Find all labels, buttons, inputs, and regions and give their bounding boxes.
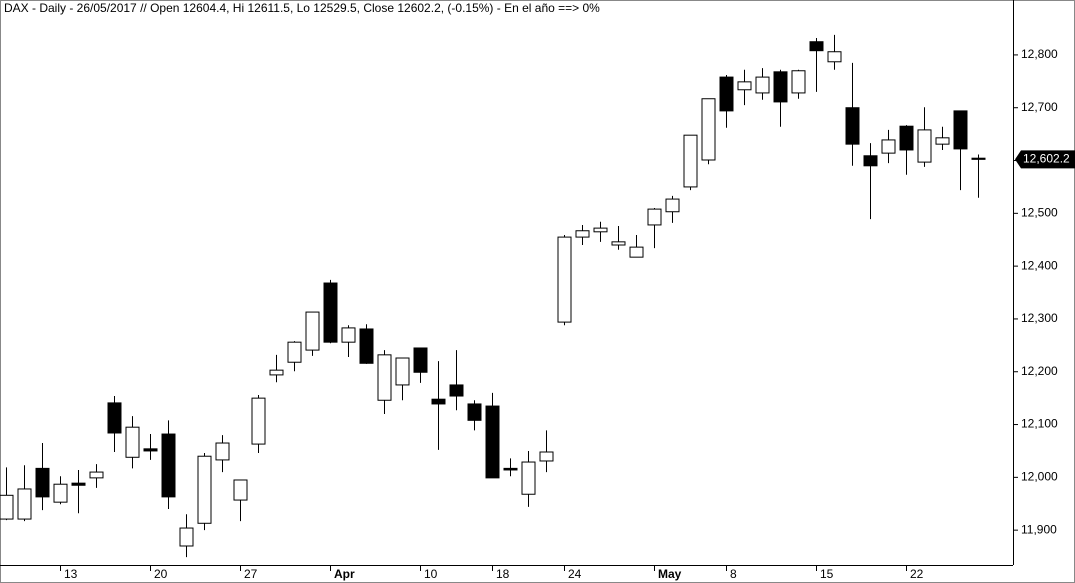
- candle-body: [413, 347, 428, 373]
- candle-body: [71, 482, 86, 486]
- x-tick-label: 22: [910, 567, 924, 581]
- candle-body: [917, 129, 932, 163]
- candle-body: [845, 107, 860, 145]
- x-tick-label: May: [658, 567, 682, 581]
- y-tick-label: 12,300: [1021, 311, 1058, 325]
- candle-body: [503, 467, 518, 471]
- candle-body: [521, 461, 536, 495]
- chart-title: DAX - Daily - 26/05/2017 // Open 12604.4…: [4, 1, 600, 15]
- candle-body: [755, 76, 770, 94]
- candle-body: [269, 369, 284, 376]
- candle-body: [683, 134, 698, 188]
- candle-body: [287, 341, 302, 363]
- y-tick-label: 12,000: [1021, 470, 1058, 484]
- candle-body: [467, 403, 482, 421]
- candle-body: [305, 311, 320, 351]
- candle-body: [53, 483, 68, 503]
- x-tick-label: Apr: [334, 567, 355, 581]
- y-tick-label: 12,400: [1021, 258, 1058, 272]
- y-tick-label: 12,100: [1021, 417, 1058, 431]
- candle-body: [647, 208, 662, 226]
- candle-body: [89, 471, 104, 479]
- candle-body: [827, 51, 842, 63]
- candle-body: [899, 125, 914, 151]
- y-tick-label: 12,800: [1021, 47, 1058, 61]
- candle-body: [701, 98, 716, 161]
- candle-body: [791, 70, 806, 94]
- last-price-marker: [1015, 150, 1075, 169]
- candle-body: [863, 155, 878, 167]
- x-tick-label: 20: [154, 567, 168, 581]
- candle-body: [593, 227, 608, 233]
- candle-body: [629, 246, 644, 258]
- candle-body: [575, 230, 590, 238]
- candle-body: [107, 402, 122, 434]
- candle-body: [0, 494, 14, 520]
- candle-body: [197, 455, 212, 524]
- candle-body: [323, 282, 338, 343]
- candle-body: [359, 328, 374, 364]
- candle-body: [611, 241, 626, 246]
- candle-body: [215, 442, 230, 461]
- x-tick-label: 8: [730, 567, 737, 581]
- candle-body: [737, 81, 752, 91]
- candle-body: [809, 41, 824, 52]
- candle-body: [431, 398, 446, 405]
- candle-body: [143, 448, 158, 452]
- candle-body: [539, 451, 554, 462]
- candle-body: [881, 139, 896, 154]
- candle-body: [935, 137, 950, 145]
- candle-body: [719, 76, 734, 112]
- candle-body: [449, 384, 464, 397]
- candle-body: [395, 357, 410, 386]
- candle-body: [251, 397, 266, 445]
- candle-body: [971, 157, 986, 160]
- candle-body: [125, 426, 140, 458]
- y-tick-label: 11,900: [1021, 522, 1057, 536]
- y-tick-label: 12,200: [1021, 364, 1058, 378]
- candle-body: [35, 467, 50, 498]
- candle-body: [953, 110, 968, 150]
- x-tick-label: 18: [496, 567, 510, 581]
- candle-body: [161, 433, 176, 498]
- y-tick-label: 12,700: [1021, 100, 1058, 114]
- candle-body: [557, 236, 572, 323]
- x-tick-label: 27: [244, 567, 258, 581]
- y-tick-label: 12,500: [1021, 205, 1058, 219]
- candle-body: [341, 327, 356, 343]
- candle-body: [485, 405, 500, 479]
- last-price-label: 12,602.2: [1023, 152, 1070, 166]
- x-tick-label: 24: [568, 567, 582, 581]
- candle-body: [179, 527, 194, 547]
- candle-body: [377, 354, 392, 401]
- candle-body: [773, 71, 788, 103]
- candle-body: [17, 488, 32, 520]
- candle-body: [233, 479, 248, 501]
- x-tick-label: 13: [64, 567, 78, 581]
- x-tick-label: 10: [424, 567, 438, 581]
- x-tick-label: 15: [820, 567, 834, 581]
- candle-body: [665, 198, 680, 213]
